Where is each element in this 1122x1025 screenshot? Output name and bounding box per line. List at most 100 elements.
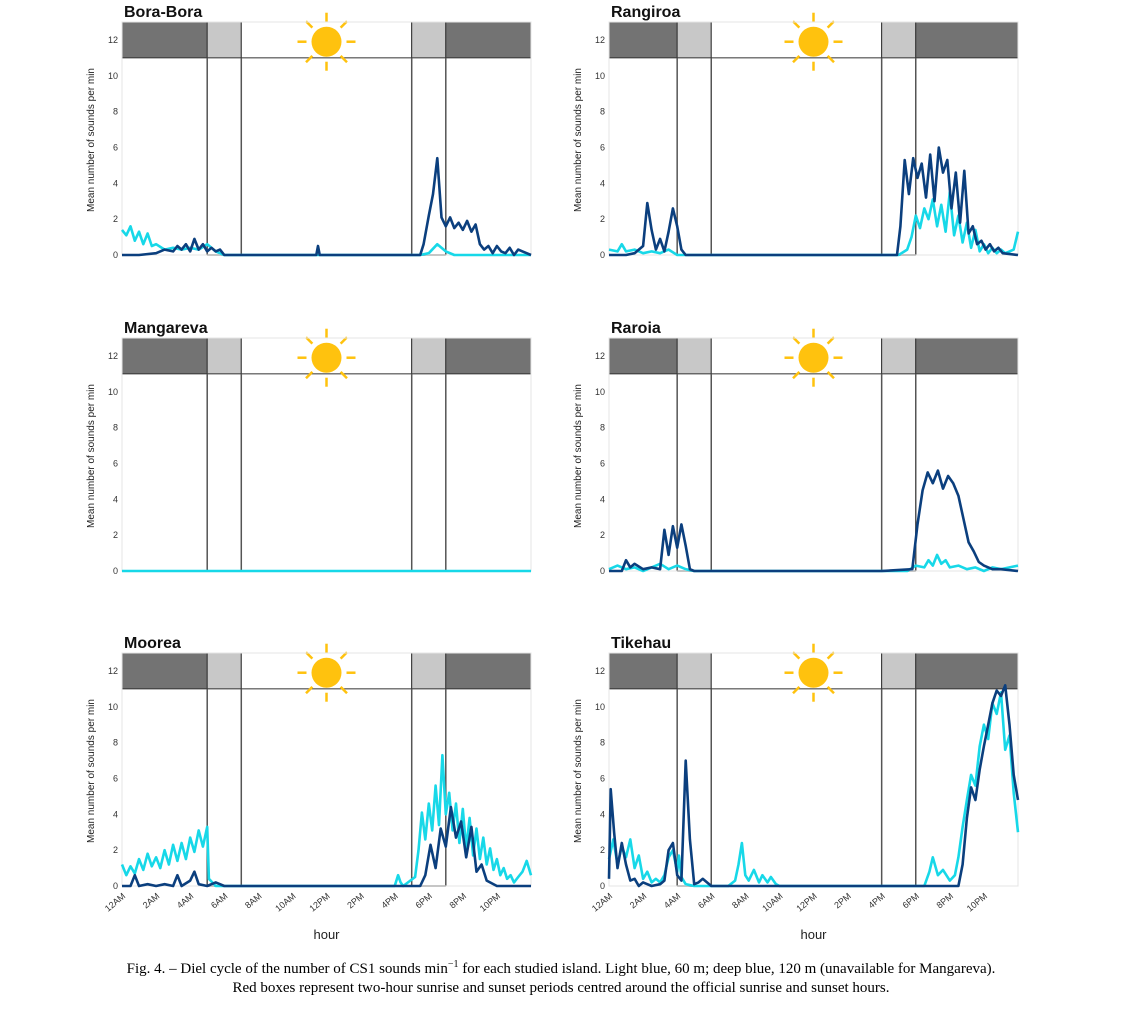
panel-title: Moorea xyxy=(124,635,181,652)
y-tick-label: 2 xyxy=(600,214,605,224)
panel-title: Rangiroa xyxy=(611,4,680,21)
y-tick-label: 4 xyxy=(600,809,605,819)
sun-ray xyxy=(792,370,801,380)
sun-icon xyxy=(297,12,356,71)
x-tick-label: 2PM xyxy=(832,891,853,911)
panel-rangiroa: Rangiroa 0 2 4 6 8 10 12 Mean number of sounds p… xyxy=(573,4,1020,260)
series-line-60m xyxy=(608,191,1020,257)
day-band xyxy=(710,21,883,59)
y-axis-label: Mean number of sounds per min xyxy=(86,68,97,212)
panel-title: Mangareva xyxy=(124,320,208,337)
y-tick-label: 6 xyxy=(600,142,605,152)
panel-title: Raroia xyxy=(611,320,661,337)
panel-title: Bora-Bora xyxy=(124,4,202,21)
sun-disc xyxy=(311,342,342,373)
twilight-band xyxy=(881,652,917,690)
x-tick-label: 10PM xyxy=(478,891,502,914)
night-band xyxy=(915,21,1019,59)
y-tick-label: 12 xyxy=(108,351,118,361)
plot-area xyxy=(122,338,531,571)
x-tick-label: 2PM xyxy=(345,891,366,911)
y-tick-label: 6 xyxy=(113,773,118,783)
y-tick-label: 8 xyxy=(600,423,605,433)
x-axis-label: hour xyxy=(800,927,827,942)
y-tick-label: 4 xyxy=(113,178,118,188)
sun-ray xyxy=(826,54,835,64)
figure: Bora-Bora 0 2 4 6 8 10 12 Mean number of sounds … xyxy=(86,4,1020,942)
y-tick-label: 4 xyxy=(113,809,118,819)
x-tick-label: 6PM xyxy=(413,891,434,911)
y-tick-label: 8 xyxy=(600,738,605,748)
panel-bora-bora: Bora-Bora 0 2 4 6 8 10 12 Mean number of sounds … xyxy=(86,4,532,260)
panel-title: Tikehau xyxy=(611,635,671,652)
night-band xyxy=(608,337,678,375)
y-tick-label: 0 xyxy=(113,566,118,576)
twilight-band xyxy=(411,652,447,690)
sun-ray xyxy=(792,54,801,64)
y-tick-label: 10 xyxy=(595,71,605,81)
night-band xyxy=(445,21,532,59)
plot-area xyxy=(122,653,531,886)
y-axis-label: Mean number of sounds per min xyxy=(86,699,97,843)
night-band xyxy=(608,652,678,690)
x-tick-label: 4AM xyxy=(662,891,683,911)
night-band xyxy=(445,337,532,375)
y-tick-label: 6 xyxy=(113,458,118,468)
y-tick-label: 0 xyxy=(600,250,605,260)
twilight-band xyxy=(411,21,447,59)
x-tick-label: 2AM xyxy=(628,891,649,911)
twilight-band xyxy=(881,337,917,375)
caption-line-1: Fig. 4. – Diel cycle of the number of CS… xyxy=(0,960,1122,979)
sun-ray xyxy=(826,685,835,695)
y-tick-label: 8 xyxy=(600,107,605,117)
x-tick-label: 10AM xyxy=(273,891,297,914)
x-tick-label: 8PM xyxy=(448,891,469,911)
sun-icon xyxy=(784,643,843,702)
x-tick-label: 8PM xyxy=(935,891,956,911)
y-axis-label: Mean number of sounds per min xyxy=(573,384,584,528)
sun-disc xyxy=(311,657,342,688)
series-line-120m xyxy=(122,156,532,257)
sun-ray xyxy=(792,685,801,695)
y-tick-label: 8 xyxy=(113,423,118,433)
sun-icon xyxy=(784,328,843,387)
day-band xyxy=(710,337,883,375)
sun-disc xyxy=(798,342,829,373)
y-tick-label: 2 xyxy=(113,845,118,855)
twilight-band xyxy=(676,652,712,690)
y-tick-label: 4 xyxy=(600,178,605,188)
y-tick-label: 2 xyxy=(113,530,118,540)
night-band xyxy=(121,337,208,375)
y-tick-label: 0 xyxy=(113,881,118,891)
x-tick-label: 6PM xyxy=(900,891,921,911)
series-line-60m xyxy=(120,753,533,888)
caption-line-2: Red boxes represent two-hour sunrise and… xyxy=(232,980,890,996)
y-tick-label: 4 xyxy=(113,494,118,504)
panel-moorea: Moorea 0 2 4 6 8 10 12 Mean number of sounds per… xyxy=(86,635,533,942)
y-tick-label: 0 xyxy=(600,566,605,576)
sun-disc xyxy=(798,26,829,57)
series-line-60m xyxy=(120,225,531,257)
caption-line-1-rest: for each studied island. Light blue, 60 … xyxy=(458,961,996,977)
y-axis-label: Mean number of sounds per min xyxy=(573,68,584,212)
series-line-60m xyxy=(607,691,1020,888)
x-tick-label: 4AM xyxy=(175,891,196,911)
sun-icon xyxy=(297,328,356,387)
sun-icon xyxy=(784,12,843,71)
plot-area xyxy=(122,22,531,255)
y-tick-label: 2 xyxy=(600,530,605,540)
sun-ray xyxy=(826,370,835,380)
y-tick-label: 10 xyxy=(108,387,118,397)
y-tick-label: 8 xyxy=(113,738,118,748)
night-band xyxy=(121,652,208,690)
night-band xyxy=(121,21,208,59)
series-line-120m xyxy=(122,805,531,888)
twilight-band xyxy=(206,21,242,59)
sun-ray xyxy=(339,54,348,64)
twilight-band xyxy=(206,652,242,690)
y-tick-label: 4 xyxy=(600,494,605,504)
sun-ray xyxy=(305,370,314,380)
x-tick-label: 2AM xyxy=(141,891,162,911)
x-tick-label: 12AM xyxy=(590,891,614,914)
series-line-120m xyxy=(609,469,1019,573)
